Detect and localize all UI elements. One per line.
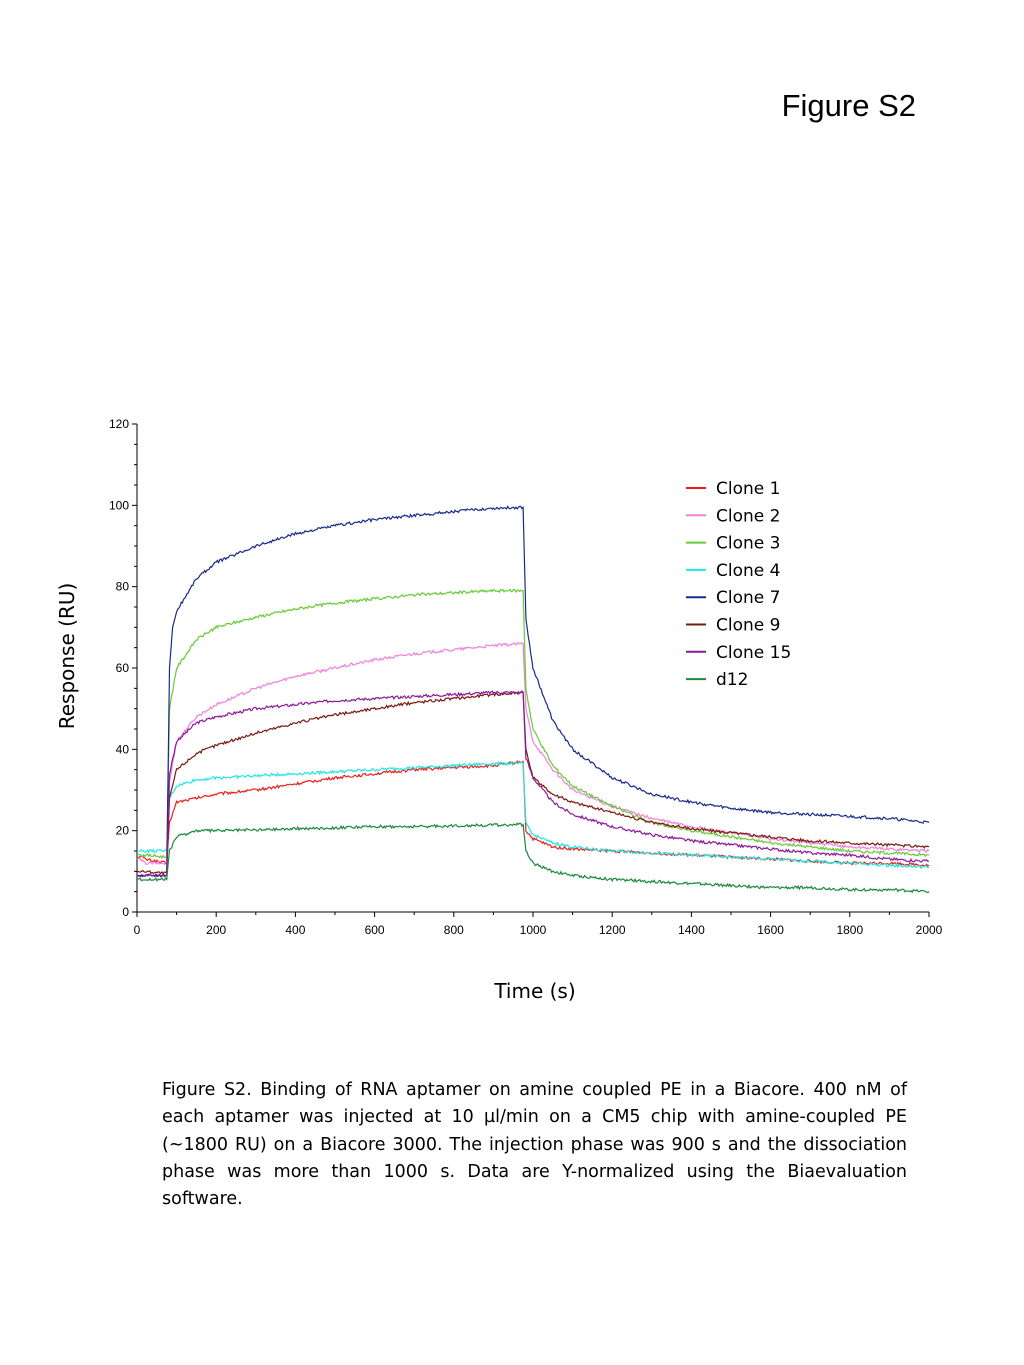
x-tick-label: 1000	[520, 923, 547, 937]
series-line-clone-2	[136, 641, 930, 866]
series-line-clone-7	[136, 505, 930, 878]
y-tick-label: 80	[116, 580, 130, 594]
legend-label: Clone 15	[716, 643, 791, 663]
legend-label: Clone 2	[716, 506, 780, 526]
chart-legend: Clone 1 Clone 2 Clone 3 Clone 4 Clone 7 Clone…	[686, 479, 791, 690]
series-line-clone-3	[136, 588, 930, 859]
legend-label: Clone 7	[716, 588, 780, 608]
x-tick-label: 1600	[757, 923, 784, 937]
x-tick-label: 1200	[599, 923, 626, 937]
figure-caption: Figure S2. Binding of RNA aptamer on ami…	[162, 1080, 907, 1210]
figure-heading: Figure S2	[781, 88, 916, 123]
y-tick-label: 100	[109, 498, 129, 512]
x-tick-label: 200	[206, 923, 226, 937]
x-tick-label: 600	[365, 923, 385, 937]
chart-axes: 0 200 400 600 800 1000 1200 1400 1600 1800 2000 0 20…	[109, 417, 943, 937]
y-tick-label: 40	[116, 742, 130, 756]
x-tick-label: 0	[134, 923, 141, 937]
x-tick-label: 400	[285, 923, 305, 937]
series-line-clone-4	[136, 761, 930, 869]
legend-label: Clone 9	[716, 616, 780, 636]
x-axis-title: Time (s)	[493, 979, 575, 1003]
y-tick-label: 20	[116, 824, 130, 838]
series-line-clone-9	[136, 690, 930, 875]
series-line-clone-15	[136, 690, 930, 878]
series-line-clone-1	[136, 759, 930, 867]
series-line-d12	[136, 822, 930, 894]
y-tick-label: 60	[116, 661, 130, 675]
series-layer	[136, 505, 930, 894]
legend-label: Clone 1	[716, 479, 780, 499]
legend-label: Clone 4	[716, 561, 780, 581]
y-tick-label: 0	[122, 905, 129, 919]
legend-label: Clone 3	[716, 534, 780, 554]
y-axis-title: Response (RU)	[55, 583, 79, 730]
x-tick-label: 1800	[836, 923, 863, 937]
sensorgram-chart: 0 200 400 600 800 1000 1200 1400 1600 1800 2000 0 20…	[55, 417, 943, 1003]
x-tick-label: 1400	[678, 923, 705, 937]
x-tick-label: 800	[444, 923, 464, 937]
y-tick-label: 120	[109, 417, 129, 431]
legend-label: d12	[716, 670, 748, 690]
x-tick-label: 2000	[916, 923, 943, 937]
